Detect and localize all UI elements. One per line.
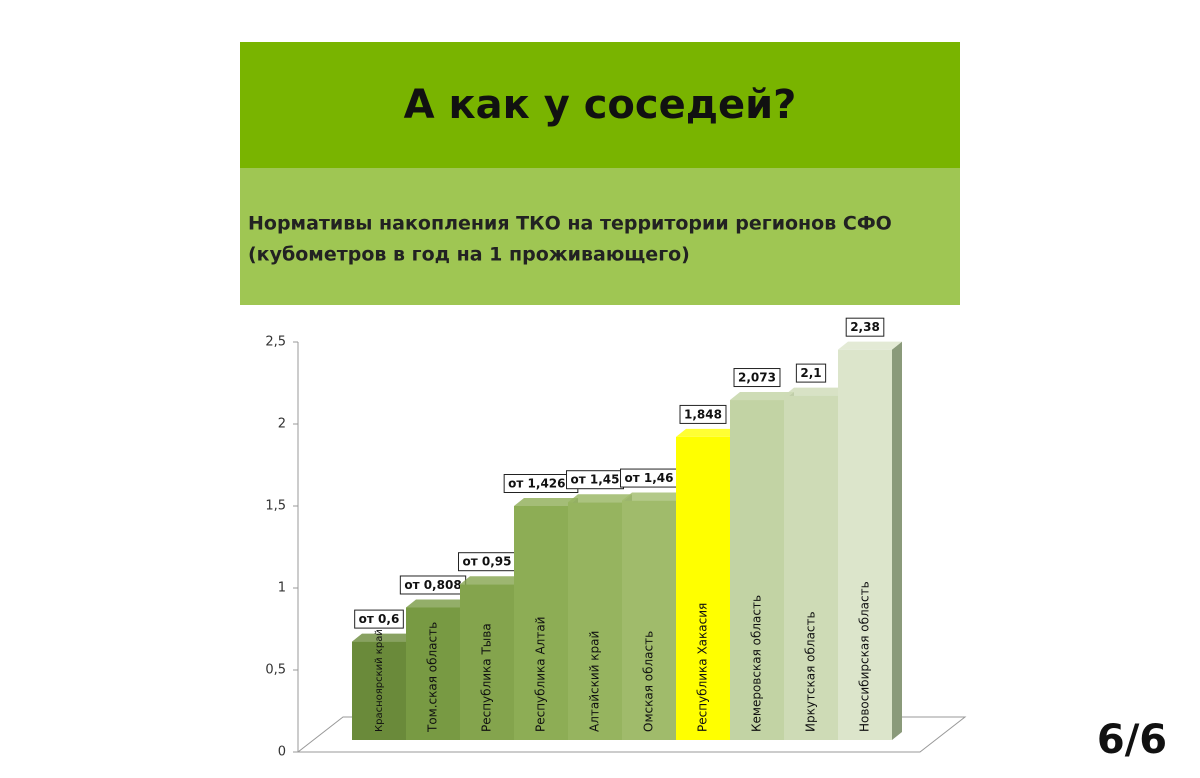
y-tick-label: 2,5 xyxy=(265,335,286,350)
bar-top xyxy=(460,576,524,585)
value-label: 2,1 xyxy=(800,366,821,380)
bar-top xyxy=(568,494,632,503)
value-label: от 0,6 xyxy=(359,612,400,626)
y-tick-label: 2 xyxy=(278,417,286,432)
value-label-box xyxy=(845,317,885,337)
page-number: 6/6 xyxy=(1097,717,1167,763)
category-label: Кемеровская область xyxy=(750,595,764,732)
bar-top xyxy=(352,633,416,642)
subtitle-line: Нормативы накопления ТКО на территории р… xyxy=(248,213,892,235)
bar xyxy=(676,436,730,740)
bar-top xyxy=(730,392,794,401)
bar-top xyxy=(514,498,578,507)
bar-side xyxy=(892,341,902,740)
category-label: Республика Алтай xyxy=(534,617,548,732)
bar xyxy=(514,506,568,740)
category-label: Новосибирская область xyxy=(858,581,872,732)
bar xyxy=(352,641,406,740)
category-label: Алтайский край xyxy=(588,631,602,732)
bar-top xyxy=(838,341,902,350)
title: А как у соседей? xyxy=(404,82,797,128)
bar xyxy=(406,607,460,740)
value-label: 2,38 xyxy=(850,320,880,334)
value-label: от 1,46 xyxy=(625,471,674,485)
value-label: от 1,4268 xyxy=(508,477,574,491)
category-label: Том.ская область xyxy=(426,622,440,733)
value-label: от 0,808 xyxy=(404,578,461,592)
value-label: 1,848 xyxy=(684,407,722,421)
value-label-box xyxy=(733,368,781,388)
y-tick-label: 1,5 xyxy=(265,499,286,514)
value-label-box xyxy=(679,404,727,424)
bar-top xyxy=(676,428,740,437)
y-tick-label: 1 xyxy=(278,581,286,596)
value-label: от 0,95 xyxy=(463,555,512,569)
bar xyxy=(568,502,622,740)
bar-top xyxy=(784,387,848,396)
bar-top xyxy=(406,599,470,608)
y-tick-label: 0 xyxy=(278,745,286,760)
bar xyxy=(838,349,892,740)
category-label: Омская область xyxy=(642,631,656,732)
value-label-box xyxy=(354,609,404,629)
subtitle-band xyxy=(240,168,960,305)
title-band xyxy=(240,42,960,168)
bar-top xyxy=(622,492,686,501)
category-label: Республика Тыва xyxy=(480,623,494,732)
bar xyxy=(460,584,514,740)
y-tick-label: 0,5 xyxy=(265,663,286,678)
bar xyxy=(784,395,838,740)
value-label: 2,073 xyxy=(738,371,776,385)
value-label: от 1,45 xyxy=(571,473,620,487)
bar xyxy=(730,400,784,740)
category-label: Республика Хакасия xyxy=(696,603,710,732)
bar xyxy=(622,500,676,740)
category-label: Иркутская область xyxy=(804,611,818,732)
category-label: Красноярский край xyxy=(374,629,385,732)
subtitle-line: (кубометров в год на 1 проживающего) xyxy=(248,244,690,266)
value-label-box xyxy=(795,363,827,383)
